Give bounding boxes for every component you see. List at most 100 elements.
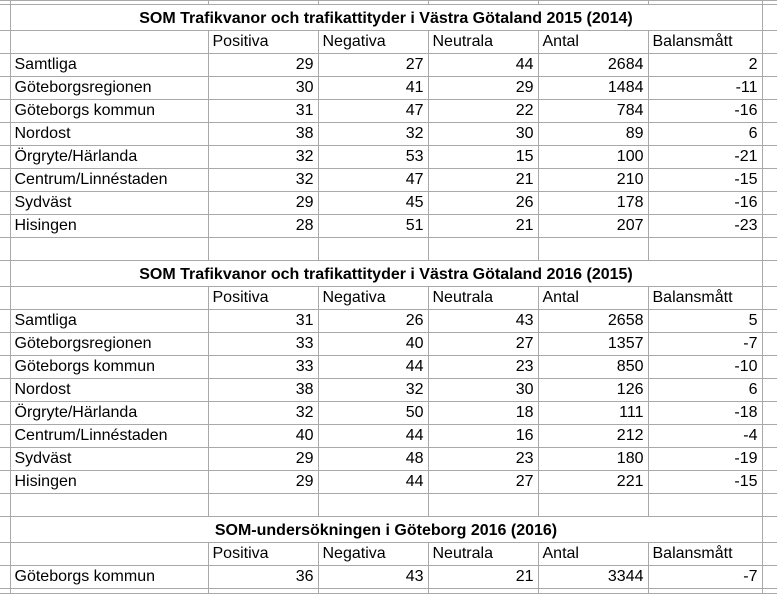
empty-cell[interactable]: [427, 493, 539, 517]
value-cell[interactable]: 22: [427, 99, 539, 123]
value-cell[interactable]: 44: [317, 355, 429, 379]
value-cell[interactable]: 32: [207, 145, 319, 169]
empty-cell[interactable]: [761, 565, 777, 589]
value-cell[interactable]: 3344: [537, 565, 649, 589]
empty-cell[interactable]: [761, 214, 777, 238]
value-cell[interactable]: 31: [207, 99, 319, 123]
value-cell[interactable]: 111: [537, 401, 649, 425]
row-label-cell[interactable]: Centrum/Linnéstaden: [9, 424, 209, 448]
value-cell[interactable]: 50: [317, 401, 429, 425]
value-cell[interactable]: 32: [207, 168, 319, 192]
empty-cell[interactable]: [761, 122, 777, 146]
value-cell[interactable]: 30: [427, 378, 539, 402]
value-cell[interactable]: 53: [317, 145, 429, 169]
value-cell[interactable]: 23: [427, 447, 539, 471]
empty-cell[interactable]: [761, 424, 777, 448]
value-cell[interactable]: 27: [427, 470, 539, 494]
table-title-cell[interactable]: SOM Trafikvanor och trafikattityder i Vä…: [9, 260, 763, 287]
value-cell[interactable]: 16: [427, 424, 539, 448]
empty-cell[interactable]: [0, 516, 11, 543]
value-cell[interactable]: 29: [207, 470, 319, 494]
value-cell[interactable]: 36: [207, 565, 319, 589]
value-cell[interactable]: 40: [317, 332, 429, 356]
column-header-cell[interactable]: Antal: [537, 30, 649, 54]
value-cell[interactable]: 44: [427, 53, 539, 77]
empty-cell[interactable]: [761, 447, 777, 471]
empty-cell[interactable]: [317, 493, 429, 517]
empty-cell[interactable]: [647, 237, 763, 261]
table-title-cell[interactable]: SOM Trafikvanor och trafikattityder i Vä…: [9, 4, 763, 31]
value-cell[interactable]: -15: [647, 168, 763, 192]
empty-cell[interactable]: [9, 30, 209, 54]
empty-cell[interactable]: [761, 53, 777, 77]
row-label-cell[interactable]: Samtliga: [9, 309, 209, 333]
value-cell[interactable]: 15: [427, 145, 539, 169]
column-header-cell[interactable]: Balansmått: [647, 30, 763, 54]
empty-cell[interactable]: [761, 355, 777, 379]
empty-cell[interactable]: [761, 470, 777, 494]
value-cell[interactable]: 21: [427, 214, 539, 238]
value-cell[interactable]: 21: [427, 565, 539, 589]
empty-cell[interactable]: [761, 286, 777, 310]
value-cell[interactable]: 45: [317, 191, 429, 215]
empty-cell[interactable]: [761, 332, 777, 356]
column-header-cell[interactable]: Negativa: [317, 286, 429, 310]
column-header-cell[interactable]: Antal: [537, 542, 649, 566]
column-header-cell[interactable]: Positiva: [207, 286, 319, 310]
empty-cell[interactable]: [0, 237, 11, 261]
empty-cell[interactable]: [0, 542, 11, 566]
value-cell[interactable]: 32: [317, 378, 429, 402]
value-cell[interactable]: 29: [207, 191, 319, 215]
empty-cell[interactable]: [761, 260, 777, 287]
value-cell[interactable]: -16: [647, 191, 763, 215]
empty-cell[interactable]: [0, 191, 11, 215]
value-cell[interactable]: -18: [647, 401, 763, 425]
empty-cell[interactable]: [761, 76, 777, 100]
value-cell[interactable]: -7: [647, 565, 763, 589]
value-cell[interactable]: 51: [317, 214, 429, 238]
value-cell[interactable]: 18: [427, 401, 539, 425]
column-header-cell[interactable]: Positiva: [207, 30, 319, 54]
value-cell[interactable]: 32: [317, 122, 429, 146]
value-cell[interactable]: 850: [537, 355, 649, 379]
row-label-cell[interactable]: Samtliga: [9, 53, 209, 77]
value-cell[interactable]: 29: [207, 53, 319, 77]
value-cell[interactable]: 44: [317, 470, 429, 494]
value-cell[interactable]: 221: [537, 470, 649, 494]
empty-cell[interactable]: [9, 237, 209, 261]
value-cell[interactable]: 27: [427, 332, 539, 356]
value-cell[interactable]: 38: [207, 122, 319, 146]
empty-cell[interactable]: [761, 516, 777, 543]
empty-cell[interactable]: [9, 542, 209, 566]
row-label-cell[interactable]: Göteborgsregionen: [9, 332, 209, 356]
empty-cell[interactable]: [0, 401, 11, 425]
empty-cell[interactable]: [761, 542, 777, 566]
value-cell[interactable]: 178: [537, 191, 649, 215]
empty-cell[interactable]: [761, 99, 777, 123]
empty-cell[interactable]: [0, 145, 11, 169]
value-cell[interactable]: -19: [647, 447, 763, 471]
empty-cell[interactable]: [0, 332, 11, 356]
empty-cell[interactable]: [0, 168, 11, 192]
empty-cell[interactable]: [0, 122, 11, 146]
value-cell[interactable]: 89: [537, 122, 649, 146]
value-cell[interactable]: 47: [317, 99, 429, 123]
empty-cell[interactable]: [0, 99, 11, 123]
empty-cell[interactable]: [761, 145, 777, 169]
column-header-cell[interactable]: Neutrala: [427, 286, 539, 310]
value-cell[interactable]: -16: [647, 99, 763, 123]
value-cell[interactable]: 33: [207, 332, 319, 356]
column-header-cell[interactable]: Balansmått: [647, 542, 763, 566]
empty-cell[interactable]: [0, 447, 11, 471]
value-cell[interactable]: 27: [317, 53, 429, 77]
value-cell[interactable]: 210: [537, 168, 649, 192]
empty-cell[interactable]: [0, 355, 11, 379]
row-label-cell[interactable]: Göteborgsregionen: [9, 76, 209, 100]
value-cell[interactable]: 5: [647, 309, 763, 333]
value-cell[interactable]: -11: [647, 76, 763, 100]
value-cell[interactable]: 212: [537, 424, 649, 448]
value-cell[interactable]: 30: [207, 76, 319, 100]
value-cell[interactable]: 2684: [537, 53, 649, 77]
value-cell[interactable]: 6: [647, 122, 763, 146]
row-label-cell[interactable]: Hisingen: [9, 214, 209, 238]
